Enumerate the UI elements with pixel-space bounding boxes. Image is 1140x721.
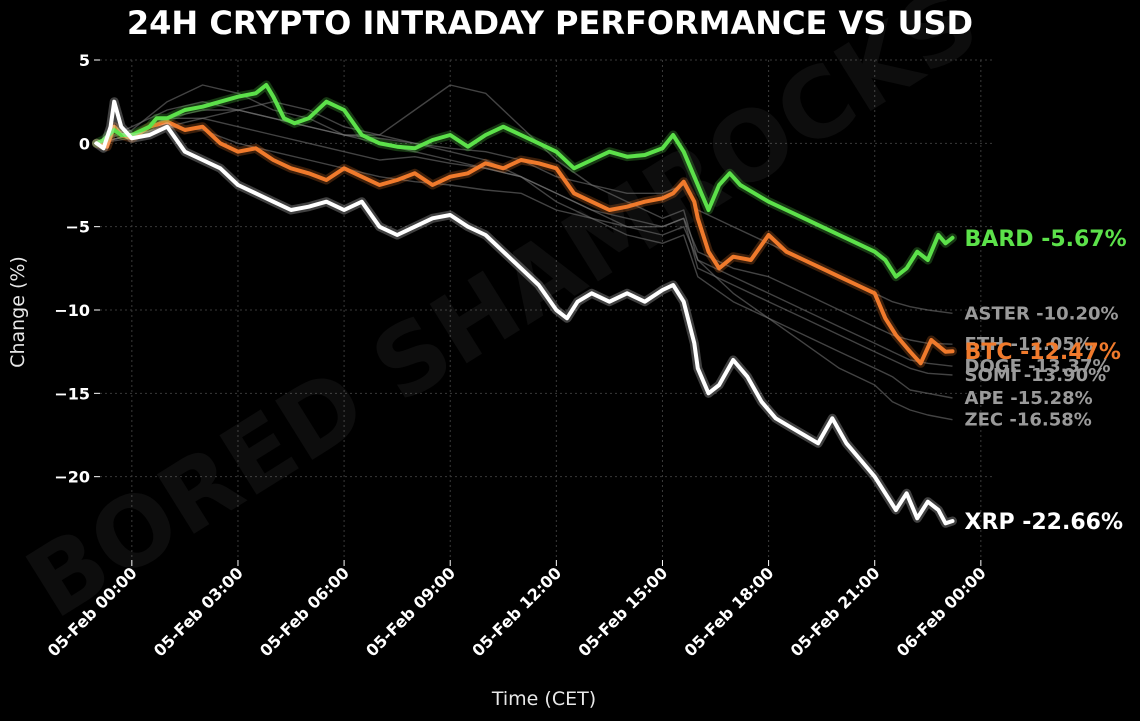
y-tick-label: −20 <box>54 468 90 487</box>
series-line-ape <box>96 101 953 399</box>
y-tick-label: 0 <box>79 134 90 153</box>
y-axis-label: Change (%) <box>7 256 29 368</box>
y-tick-label: −15 <box>54 384 90 403</box>
series-line-zec <box>96 84 953 421</box>
end-label-doge: DOGE -13.37% <box>965 356 1111 377</box>
chart-title: 24H CRYPTO INTRADAY PERFORMANCE VS USD <box>127 4 973 42</box>
end-label-btc: BTC -12.47% <box>965 340 1121 365</box>
series-line-xrp <box>94 99 955 526</box>
end-label-eth: ETH -12.05% <box>965 334 1093 355</box>
end-labels: ASTER -10.20% ETH -12.05%BTC -12.47%DOGE … <box>965 227 1127 535</box>
series-line-bard <box>94 83 955 279</box>
y-tick-label: −5 <box>65 218 90 237</box>
end-label-aster: ASTER -10.20% <box>965 303 1119 324</box>
x-axis-label: Time (CET) <box>491 688 596 710</box>
y-tick-label: −10 <box>54 301 90 320</box>
y-tick-label: 5 <box>79 51 90 70</box>
series-layer <box>92 80 957 528</box>
end-label-zec: ZEC -16.58% <box>965 410 1092 431</box>
end-label-somi: SOMI -13.90% <box>965 365 1107 386</box>
end-label-ape: APE -15.28% <box>965 388 1093 409</box>
y-axis-ticks: 5 0 −5 −10 −15 −20 <box>54 51 100 487</box>
end-label-xrp: XRP -22.66% <box>965 510 1123 535</box>
end-label-bard: BARD -5.67% <box>965 227 1127 252</box>
series-line-btc <box>94 119 955 366</box>
series-line-somi <box>96 84 953 376</box>
